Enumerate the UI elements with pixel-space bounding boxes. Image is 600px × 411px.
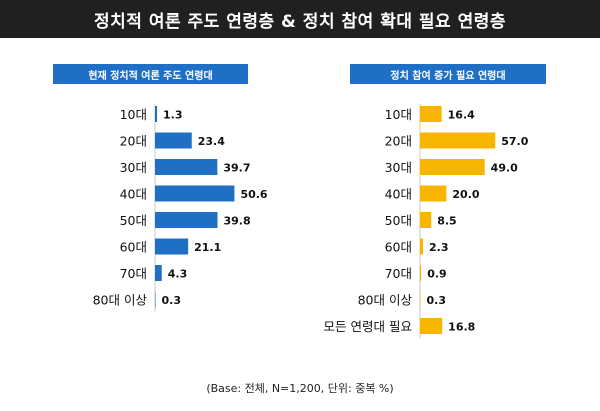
footnote: (Base: 전체, N=1,200, 단위: 중복 %): [206, 382, 394, 395]
page-title: 정치적 여론 주도 연령층 & 정치 참여 확대 필요 연령층: [93, 11, 507, 32]
left-category-label: 70대: [120, 266, 147, 281]
left-bar: [155, 265, 162, 281]
right-category-label: 70대: [385, 266, 412, 281]
right-value-label: 16.4: [448, 109, 475, 122]
left-bar-chart: 10대 1.3 20대 23.4 30대 39.7 40대 50.6 50대 39.8 60대 21.…: [93, 104, 268, 312]
left-category-label: 60대: [120, 240, 147, 255]
left-value-label: 39.8: [223, 215, 250, 228]
left-bar: [155, 159, 218, 175]
right-category-label: 40대: [385, 187, 412, 202]
left-value-label: 1.3: [163, 109, 183, 122]
left-value-label: 23.4: [198, 135, 225, 148]
left-category-label: 40대: [120, 187, 147, 202]
left-bar: [155, 132, 192, 149]
right-category-label: 20대: [385, 134, 412, 149]
left-bar: [155, 185, 235, 202]
left-value-label: 4.3: [168, 268, 188, 281]
title-bar: 정치적 여론 주도 연령층 & 정치 참여 확대 필요 연령층: [0, 0, 600, 38]
left-category-label: 80대 이상: [93, 293, 148, 308]
left-bar: [155, 291, 156, 308]
right-chart-title: 정치 참여 증가 필요 연령대: [350, 64, 546, 84]
left-category-label: 10대: [120, 107, 147, 122]
right-category-label: 50대: [385, 213, 412, 228]
right-category-label: 80대 이상: [358, 293, 413, 308]
right-value-label: 2.3: [429, 241, 449, 254]
right-value-label: 57.0: [501, 135, 528, 148]
right-value-label: 8.5: [437, 215, 457, 228]
right-bar: [420, 212, 432, 228]
right-bar: [420, 159, 485, 175]
right-category-label: 60대: [385, 240, 412, 255]
right-value-label: 49.0: [491, 162, 518, 175]
right-bar: [420, 318, 443, 334]
right-bar: [420, 106, 442, 122]
right-category-label: 모든 연령대 필요: [324, 319, 412, 334]
right-value-label: 0.3: [427, 294, 447, 307]
right-category-label: 10대: [385, 107, 412, 122]
left-bar: [155, 106, 158, 122]
left-chart-panel: 현재 정치적 여론 주도 연령대 10대 1.3 20대 23.4 30대 39.7 40대…: [0, 64, 300, 334]
left-category-label: 50대: [120, 213, 147, 228]
right-bar-chart: 10대 16.4 20대 57.0 30대 49.0 40대 20.0 50대 8.5 60대 2.3…: [324, 104, 529, 338]
right-bar: [420, 265, 422, 281]
left-category-label: 20대: [120, 134, 147, 149]
left-value-label: 0.3: [162, 294, 182, 307]
right-value-label: 20.0: [452, 188, 479, 201]
right-chart-panel: 정치 참여 증가 필요 연령대 10대 16.4 20대 57.0 30대 49.0 40대…: [300, 64, 600, 338]
left-value-label: 39.7: [223, 162, 250, 175]
right-value-label: 16.8: [448, 321, 475, 334]
right-bar: [420, 185, 447, 202]
left-chart-title: 현재 정치적 여론 주도 연령대: [53, 64, 248, 84]
left-category-label: 30대: [120, 160, 147, 175]
right-bar: [420, 132, 496, 149]
right-bar: [420, 238, 424, 255]
left-value-label: 21.1: [194, 241, 221, 254]
left-value-label: 50.6: [240, 188, 267, 201]
right-category-label: 30대: [385, 160, 412, 175]
right-bar: [420, 291, 421, 308]
left-bar: [155, 238, 189, 255]
right-value-label: 0.9: [427, 268, 447, 281]
left-bar: [155, 212, 218, 228]
